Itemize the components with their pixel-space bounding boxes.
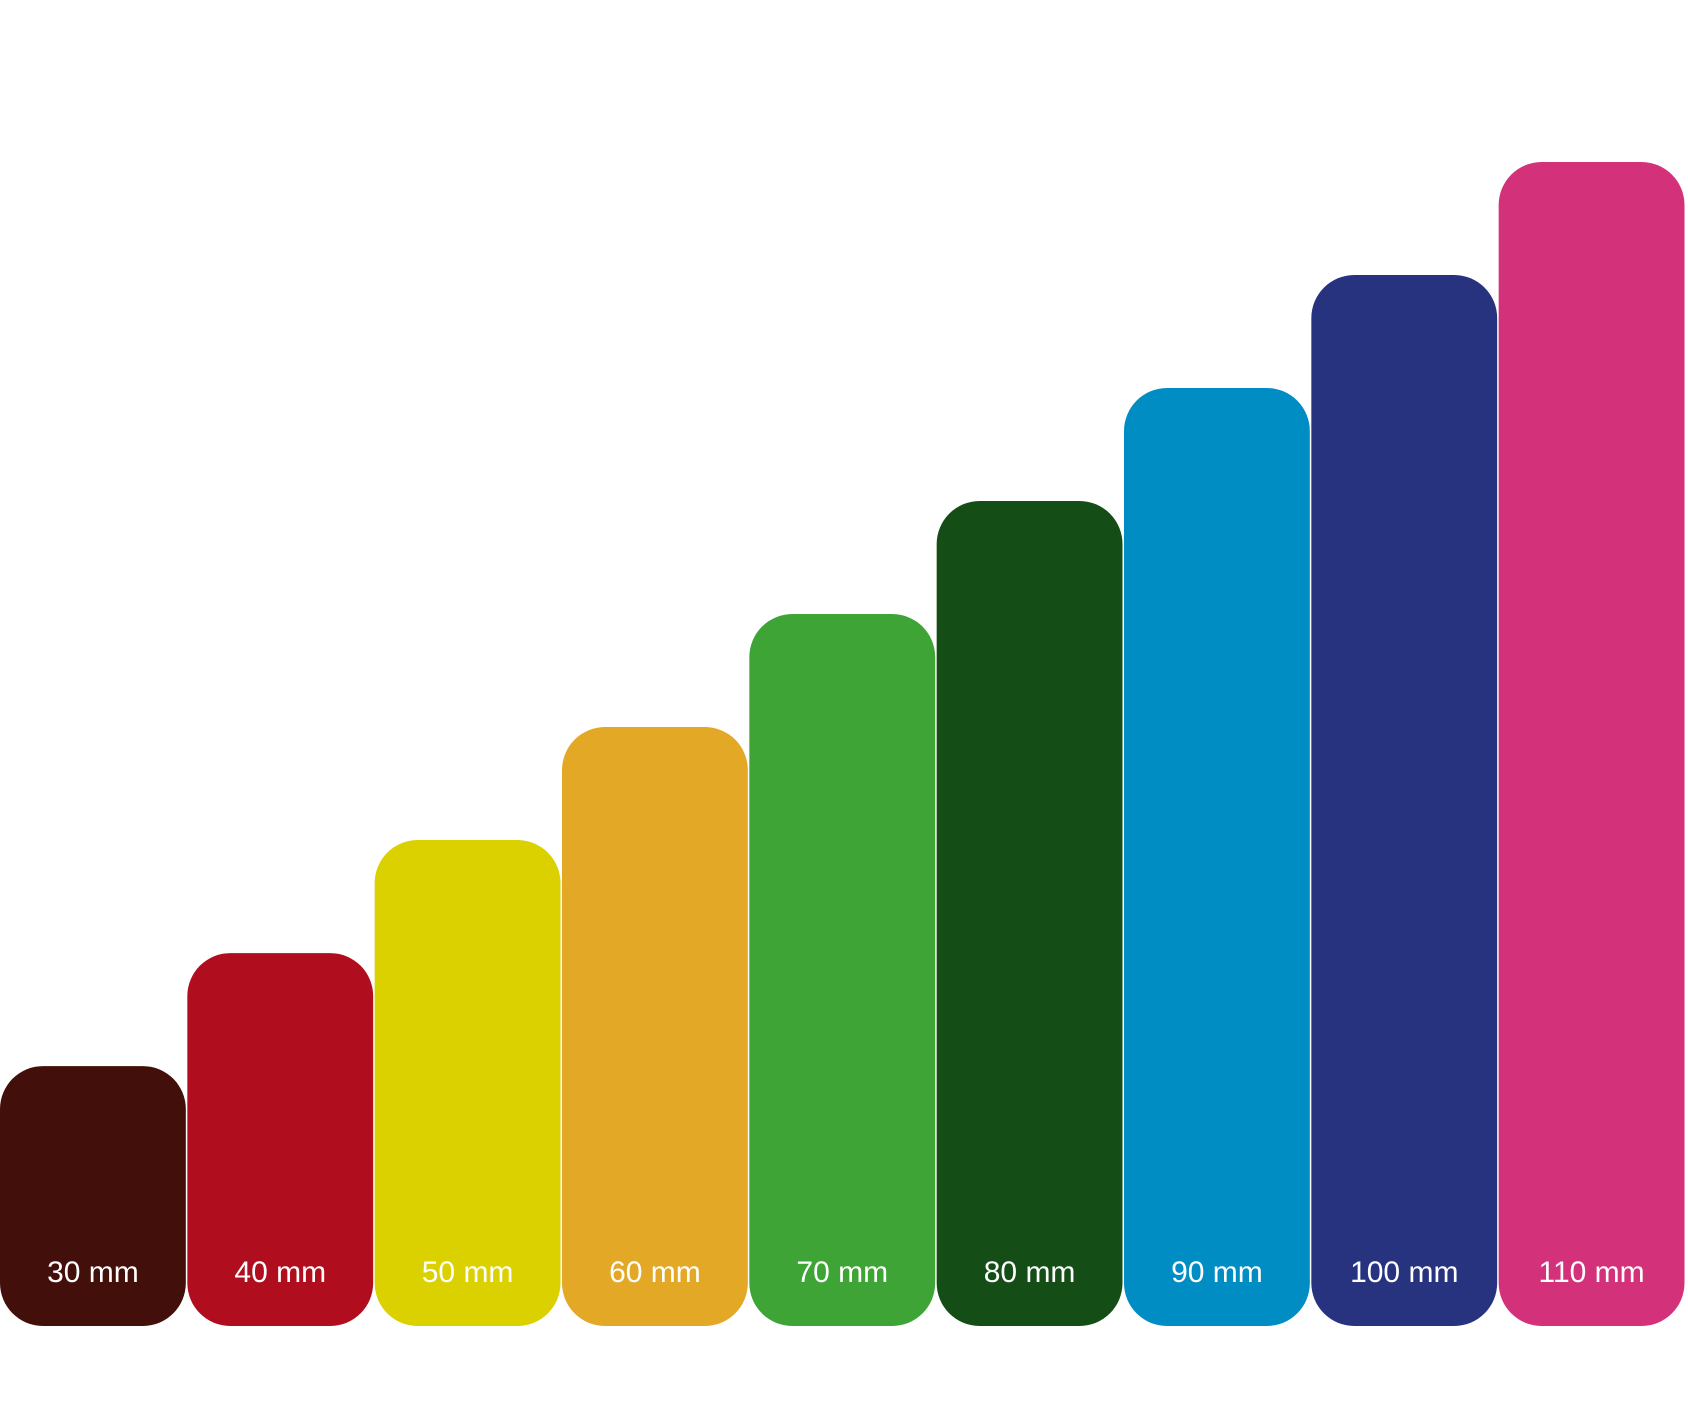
value-label: 50 mm [422,1256,514,1289]
value-label: 80 mm [984,1256,1076,1289]
bar [936,501,1123,1326]
bar [187,953,374,1326]
bar [374,840,561,1326]
bar [1498,162,1685,1327]
bar [0,1066,186,1326]
value-label: 40 mm [234,1256,326,1289]
bar [749,614,936,1326]
bar [1124,388,1310,1326]
bar [562,727,748,1326]
value-label: 100 mm [1350,1256,1458,1289]
value-label: 110 mm [1539,1256,1645,1289]
value-label: 60 mm [609,1256,701,1289]
value-label: 90 mm [1171,1256,1263,1289]
value-label: 30 mm [47,1256,139,1289]
bar [1311,275,1498,1326]
value-label: 70 mm [796,1256,888,1289]
